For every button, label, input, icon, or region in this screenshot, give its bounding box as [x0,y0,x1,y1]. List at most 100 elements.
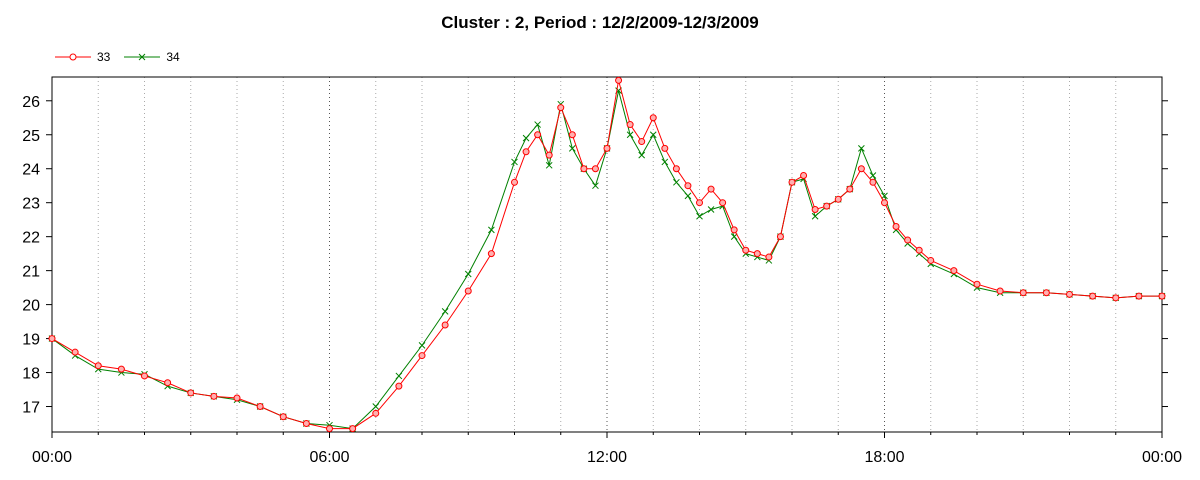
y-tick-label: 22 [22,230,40,247]
data-point-33 [603,144,611,152]
y-tick-label: 17 [22,400,40,417]
data-point-33 [117,365,125,373]
y-tick-label: 23 [22,196,40,213]
data-point-34 [626,131,634,139]
legend-entry-34: 34 [124,50,180,64]
y-tick-label: 21 [22,264,40,281]
data-point-34 [707,206,715,213]
y-tick-label: 18 [22,366,40,383]
data-point-33 [1019,289,1027,297]
data-point-34 [696,212,703,220]
data-point-33 [1089,292,1097,300]
data-point-33 [233,394,241,402]
data-point-34 [881,192,888,200]
data-point-33 [696,199,703,207]
data-point-33 [210,392,218,400]
legend: 33 34 [55,48,194,66]
data-point-33 [568,131,576,139]
y-tick-label: 19 [22,332,40,349]
data-point-33 [48,335,56,343]
data-point-33 [279,413,287,421]
data-point-33 [1158,292,1166,300]
data-point-33 [927,256,935,264]
data-point-33 [892,222,900,230]
data-point-33 [661,144,669,152]
data-point-33 [349,425,357,433]
data-point-34 [638,151,646,159]
data-point-33 [615,76,623,84]
data-point-33 [730,226,738,234]
data-point-33 [846,185,854,193]
legend-swatch-33 [55,53,91,61]
x-tick-label: 06:00 [309,449,349,466]
legend-label-33: 33 [97,50,111,64]
data-point-33 [1135,292,1143,300]
data-point-33 [418,352,426,360]
data-point-33 [996,287,1004,295]
data-point-33 [372,409,380,417]
data-point-33 [591,165,599,173]
data-point-34 [464,270,472,278]
data-point-33 [638,138,646,146]
x-tick-label: 00:00 [32,449,72,466]
data-point-34 [684,192,692,200]
data-point-33 [395,382,403,390]
data-point-34 [869,172,877,179]
data-point-33 [256,403,264,411]
data-point-33 [800,172,808,180]
data-point-33 [71,348,79,356]
data-point-33 [915,246,923,254]
legend-swatch-34 [124,53,161,61]
data-point-33 [753,250,761,258]
data-point-34 [441,308,449,315]
data-point-33 [707,185,715,193]
data-point-33 [545,151,553,159]
data-point-33 [511,178,518,186]
data-point-33 [580,165,588,173]
data-point-33 [881,199,888,207]
data-point-33 [187,389,195,397]
legend-label-34: 34 [166,50,180,64]
data-point-33 [326,425,333,433]
x-tick-label: 00:00 [1142,449,1182,466]
data-point-33 [649,114,657,122]
data-point-33 [765,253,773,261]
data-point-33 [1066,290,1073,298]
data-point-33 [684,182,692,190]
chart-title: Cluster : 2, Period : 12/2/2009-12/3/200… [441,13,759,32]
data-point-33 [719,199,727,207]
data-point-34 [730,233,738,241]
data-point-33 [672,165,680,173]
legend-entry-33: 33 [55,50,110,64]
y-tick-label: 25 [22,128,40,145]
data-point-34 [372,403,380,410]
data-point-34 [522,134,530,142]
data-point-34 [661,158,669,166]
data-point-33 [141,372,148,380]
y-tick-label: 24 [22,162,40,179]
series-line-33 [51,80,1162,430]
y-tick-label: 20 [22,298,40,315]
data-point-34 [395,372,403,380]
data-point-33 [441,321,449,329]
data-point-33 [522,148,530,156]
data-point-34 [858,144,865,152]
data-point-34 [568,144,576,152]
data-point-33 [626,121,634,129]
data-point-33 [487,250,495,258]
x-tick-label: 18:00 [864,449,904,466]
data-point-33 [534,131,542,139]
data-point-34 [418,342,426,349]
data-point-33 [776,233,784,241]
data-point-33 [1042,289,1050,297]
data-point-33 [742,246,750,254]
data-point-34 [592,182,599,190]
data-point-34 [511,158,518,166]
data-point-33 [302,420,310,428]
plot-frame [51,76,1163,433]
data-point-33 [164,379,172,387]
data-point-33 [823,202,831,210]
x-tick-label: 12:00 [587,449,627,466]
data-point-33 [788,178,796,186]
y-tick-label: 26 [22,94,40,111]
